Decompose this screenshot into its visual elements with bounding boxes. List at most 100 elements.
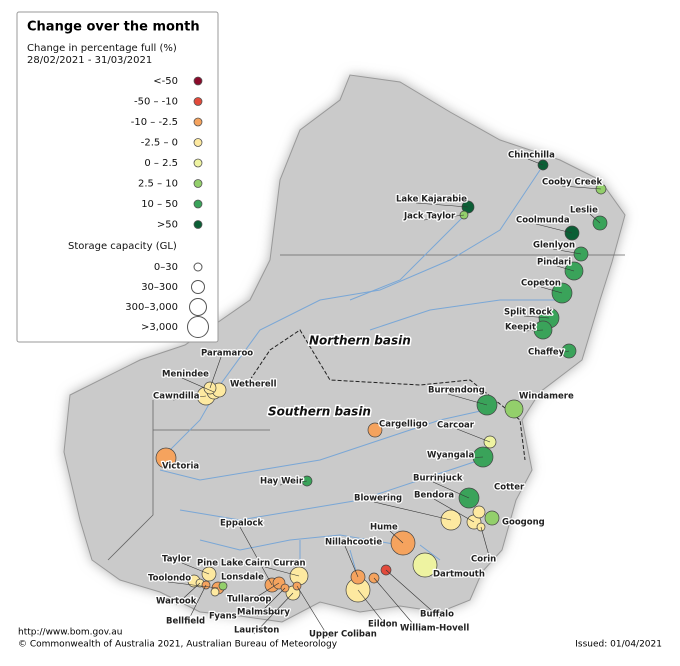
storage-label: Cawndilla (153, 392, 200, 402)
storages: Chinchilla Cooby Creek Lake Kajarabie Jack … (147, 149, 608, 641)
river (179, 459, 481, 521)
leader-line (389, 530, 404, 544)
storage-marker (210, 587, 220, 597)
storage-label: Chaffey (528, 348, 565, 358)
leader-line (185, 584, 207, 626)
leader-line (589, 213, 601, 224)
leader-line (373, 501, 452, 521)
leader-line (385, 569, 441, 619)
legend-label: 30–300 (141, 282, 178, 293)
storage-label: Bendora (414, 491, 454, 501)
legend: <-50 -50 – -10 -10 – -2.5 -2.5 – 0 0 – 2.5 2.… (125, 76, 209, 338)
leader-line (561, 185, 602, 190)
storage-label: Bellfield (166, 617, 205, 627)
storage-label: Cooby Creek (542, 178, 602, 188)
footer-issued: Issued: 01/04/2021 (575, 640, 662, 650)
storage-label: Keepit (505, 323, 536, 333)
leader-line (175, 582, 201, 606)
storage-label: Buffalo (420, 610, 454, 620)
storage-label: Glenlyon (533, 241, 575, 251)
storage-marker (504, 399, 524, 419)
legend-label: 0 – 2.5 (144, 158, 178, 169)
legend-swatch (193, 220, 203, 229)
storage-label: Tullaroop (227, 595, 271, 605)
leader-line (344, 545, 359, 578)
storage-marker (367, 422, 383, 438)
legend-swatch (193, 199, 203, 209)
legend-label: 10 – 50 (141, 199, 178, 210)
legend-swatch (193, 97, 203, 106)
leader-line (246, 582, 280, 604)
leader-line (552, 248, 582, 255)
legend-label: -50 – -10 (134, 97, 178, 108)
leader-line (547, 350, 570, 357)
leader-line (456, 428, 491, 443)
leader-line (167, 581, 219, 589)
leader-line (181, 377, 215, 393)
leader-line (432, 481, 470, 499)
storage-label: Wetherell (230, 380, 277, 390)
legend-title: Change over the month (27, 20, 200, 35)
leader-line (181, 562, 210, 575)
leader-line (296, 585, 330, 639)
storage-marker (412, 552, 438, 578)
storage-label: Jack Taylor (403, 212, 456, 222)
region-label: Northern basin (309, 334, 411, 348)
storage-label: Pindari (537, 258, 571, 268)
leader-line (373, 577, 421, 633)
storage-label: Upper Coliban (309, 630, 377, 640)
leader-line (423, 214, 465, 221)
leader-line (279, 480, 308, 486)
legend-label: 300–3,000 (125, 302, 178, 313)
storage-label: Cairn Curran (245, 559, 306, 569)
storage-label: Eildon (368, 620, 398, 630)
legend-swatch (193, 138, 203, 147)
leader-line (540, 286, 563, 294)
storage-label: Dartmouth (433, 570, 485, 580)
storage-label: Googong (502, 518, 545, 528)
river (159, 169, 541, 461)
storage-label: Eppalock (220, 519, 264, 529)
storage-marker (472, 505, 486, 519)
footer-copyright: © Commonwealth of Australia 2021, Austra… (18, 640, 338, 650)
storage-marker (155, 447, 177, 469)
leader-line (433, 498, 475, 523)
leader-line (446, 456, 484, 460)
leader-line (172, 395, 207, 401)
legend-size (193, 262, 203, 272)
storage-label: Lauriston (234, 626, 279, 636)
storage-label: Hume (370, 523, 398, 533)
river (199, 534, 401, 551)
legend-swatch (193, 179, 203, 188)
state-border (107, 254, 625, 561)
leader-line (256, 587, 286, 617)
footer-url: http://www.bom.gov.au (18, 628, 122, 638)
storage-label: Chinchilla (508, 151, 555, 161)
storage-label: Taylor (162, 555, 191, 565)
storage-label: Malmsbury (237, 608, 290, 618)
storage-label: Victoria (162, 462, 199, 472)
legend-label: 0–30 (154, 262, 178, 273)
legend-label: <-50 (153, 76, 178, 87)
leader-line (239, 526, 273, 586)
storage-label: Burrendong (428, 386, 485, 396)
legend-size (191, 280, 205, 294)
legend-box (16, 11, 219, 343)
storage-label: Toolondo (148, 574, 191, 584)
storage-label: Windamere (519, 392, 574, 402)
storage-label: Coolmunda (516, 216, 570, 226)
storage-label: Wyangala (427, 451, 474, 461)
leader-line (264, 566, 300, 577)
leader-line (357, 589, 389, 629)
storage-label: Carcoar (437, 421, 475, 431)
leader-line (556, 265, 575, 272)
leader-line (523, 315, 550, 319)
storage-marker (484, 510, 500, 526)
legend-label: 2.5 – 10 (138, 179, 178, 190)
storage-label: Lonsdale (221, 573, 264, 583)
storage-label: Copeton (521, 279, 561, 289)
river (159, 409, 486, 481)
river (349, 209, 471, 301)
storage-label: Cargelligo (379, 420, 428, 430)
